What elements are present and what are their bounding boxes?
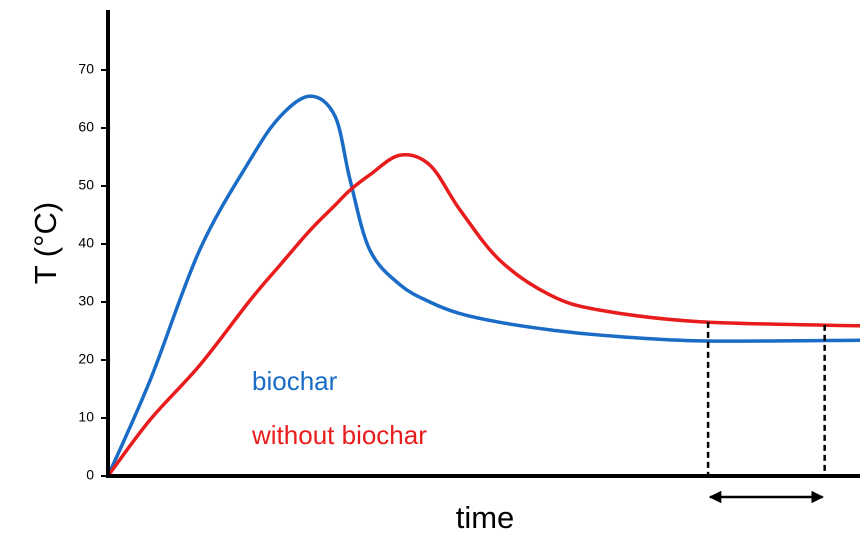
y-tick-label: 20 [78,351,94,367]
y-tick-label: 10 [78,409,94,425]
y-tick-label: 50 [78,177,94,193]
plot: 0 10 20 30 40 50 60 70 biochar without biochar [78,10,860,504]
legend-label: without biochar [251,420,427,450]
line [106,153,860,478]
y-tick-label: 70 [78,61,94,77]
legend-label: biochar [252,366,338,396]
y-axis-label: T (°C) [28,202,63,284]
line [106,94,860,477]
y-tick-label: 60 [78,119,94,135]
y-tick-label: 30 [78,293,94,309]
y-tick-label: 40 [78,235,94,251]
y-tick-label: 0 [86,467,94,483]
x-axis-label: time [456,500,515,535]
